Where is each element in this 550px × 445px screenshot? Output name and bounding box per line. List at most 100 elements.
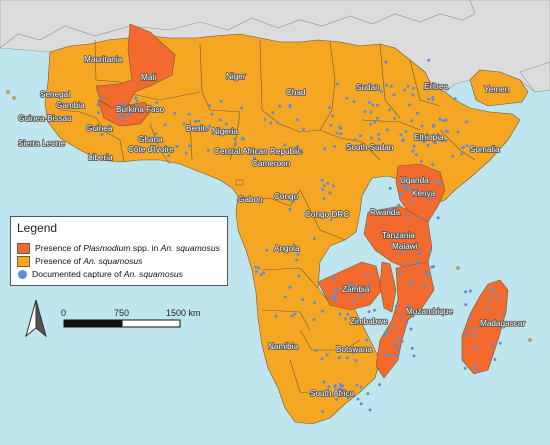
capture-point (305, 209, 309, 213)
capture-point (403, 179, 407, 183)
capture-point (406, 179, 410, 183)
label-congo-drc: Congo DRC (305, 210, 349, 219)
capture-point (464, 290, 468, 294)
capture-point (296, 252, 300, 256)
capture-point (460, 152, 464, 156)
capture-point (314, 349, 318, 352)
capture-point (402, 184, 406, 188)
capture-point (331, 184, 335, 188)
capture-point (406, 84, 410, 88)
capture-point (320, 357, 324, 361)
label-sierra-leone: Sierra Leone (18, 139, 65, 148)
capture-point (426, 273, 430, 277)
capture-point (233, 142, 237, 146)
capture-point (400, 339, 404, 343)
capture-point (134, 96, 138, 100)
capture-point (108, 124, 112, 128)
label-eritrea: Eritrea (424, 82, 449, 91)
capture-point (331, 114, 335, 118)
label-mozambique: Mozambique (406, 307, 453, 316)
capture-point (416, 111, 419, 115)
capture-point (404, 187, 408, 191)
capture-point (441, 119, 445, 123)
capture-point (444, 118, 448, 122)
capture-point (404, 130, 408, 133)
capture-point (386, 329, 390, 333)
capture-point (431, 124, 435, 128)
label-somalia: Somalia (470, 145, 500, 154)
capture-point (292, 199, 296, 203)
capture-point (288, 285, 292, 289)
capture-point (335, 131, 339, 135)
capture-point (440, 139, 444, 143)
capture-point (320, 178, 324, 182)
capture-point (401, 139, 404, 143)
capture-point (333, 385, 337, 389)
capture-point (283, 295, 287, 299)
label-mauritania: Mauritania (84, 55, 123, 64)
capture-point (368, 101, 372, 105)
capture-point (384, 60, 388, 64)
capture-point (197, 119, 201, 123)
capture-point (358, 134, 362, 138)
capture-point (391, 207, 395, 211)
label-gambia: Gambia (56, 101, 85, 110)
capture-point (426, 143, 430, 147)
label-sudan: Sudan (356, 83, 380, 92)
capture-point (412, 354, 416, 358)
capture-point (397, 237, 400, 240)
capture-point (467, 328, 471, 332)
capture-point (336, 82, 339, 86)
capture-point (473, 326, 477, 330)
capture-point (438, 117, 442, 121)
capture-point (354, 359, 358, 362)
capture-point (493, 358, 497, 361)
capture-point (173, 111, 177, 115)
capture-point (187, 112, 191, 116)
capture-point (444, 139, 448, 143)
capture-point (194, 119, 198, 123)
capture-point (405, 320, 409, 324)
capture-point (206, 148, 210, 152)
capture-point (335, 398, 338, 401)
capture-point (371, 103, 375, 107)
label-niger: Niger (226, 72, 246, 81)
capture-point (369, 122, 373, 126)
capture-point (328, 295, 332, 299)
capture-point (368, 408, 372, 412)
capture-point (400, 192, 404, 196)
capture-point (387, 208, 391, 212)
capture-point (260, 150, 264, 154)
capture-point (410, 346, 414, 350)
capture-point (296, 145, 300, 148)
capture-point (337, 356, 341, 360)
capture-point (322, 184, 326, 188)
capture-point (388, 354, 392, 358)
legend-title: Legend (17, 221, 58, 235)
capture-point (395, 353, 398, 357)
capture-point (312, 301, 316, 305)
scale-tick-1500: 1500 km (166, 308, 201, 318)
capture-point (332, 277, 336, 281)
capture-point (320, 187, 324, 191)
capture-point (328, 191, 332, 195)
label-gabon: Gabon (238, 195, 263, 204)
capture-point (427, 58, 431, 62)
capture-point (340, 388, 344, 392)
capture-point (377, 137, 381, 141)
capture-point (415, 262, 419, 266)
capture-point (339, 127, 342, 130)
label-yemen: Yemen (484, 85, 510, 94)
capture-point (378, 383, 381, 387)
capture-point (431, 96, 435, 99)
capture-point (414, 153, 418, 157)
capture-point (254, 265, 258, 269)
capture-point (333, 145, 336, 148)
capture-point (403, 243, 407, 247)
label-nigeria: Nigeria (212, 127, 238, 136)
label-guinea: Guinea (86, 124, 113, 133)
capture-point (334, 288, 338, 292)
capture-point (406, 248, 410, 252)
capture-point (254, 270, 258, 274)
capture-point (437, 182, 441, 186)
